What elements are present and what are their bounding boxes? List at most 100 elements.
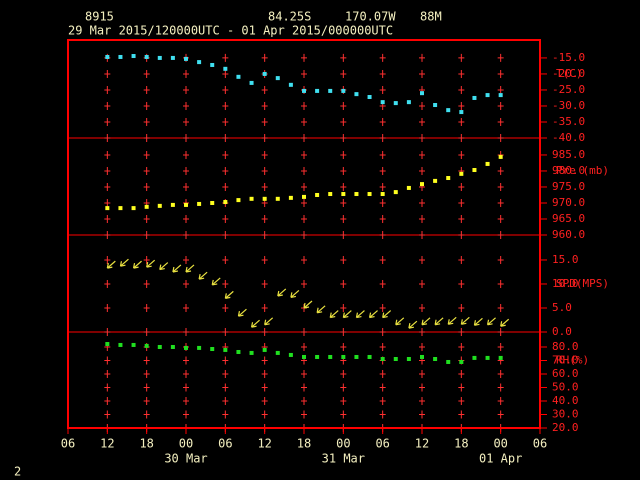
y-tick-label: 0.0 — [552, 325, 572, 338]
grid-cross — [143, 328, 150, 336]
data-point — [170, 202, 175, 207]
grid-cross — [497, 101, 504, 110]
grid-cross — [458, 150, 465, 159]
data-point — [498, 355, 503, 360]
grid-cross — [379, 198, 386, 207]
data-point — [210, 200, 215, 205]
data-point — [459, 110, 464, 115]
data-point — [131, 342, 136, 347]
grid-cross — [104, 369, 111, 378]
y-tick-label: -25.0 — [552, 83, 585, 96]
x-tick-label: 00 — [493, 437, 507, 451]
grid-cross — [497, 134, 504, 142]
data-point — [420, 354, 424, 359]
grid-cross — [419, 101, 425, 110]
data-point — [393, 101, 398, 106]
grid-cross — [104, 214, 111, 223]
wind-arrow — [460, 316, 470, 325]
grid-cross — [183, 101, 189, 110]
grid-cross — [183, 396, 189, 405]
grid-cross — [379, 231, 386, 239]
grid-cross — [222, 85, 229, 94]
grid-cross — [419, 214, 425, 223]
y-tick-label: 20.0 — [552, 421, 579, 434]
grid-cross — [379, 303, 386, 312]
x-tick-label: 00 — [179, 437, 193, 451]
y-tick-label: 15.0 — [552, 253, 579, 266]
wind-arrow — [198, 271, 208, 280]
y-tick-label: -40.0 — [552, 131, 585, 144]
grid-cross — [143, 396, 150, 405]
data-point — [354, 192, 359, 197]
grid-cross — [419, 198, 425, 207]
grid-cross — [301, 342, 307, 351]
data-point — [328, 354, 333, 359]
data-point — [341, 192, 346, 197]
data-point — [406, 185, 411, 190]
y-tick-label: 80.0 — [552, 340, 579, 353]
grid-cross — [183, 356, 189, 365]
grid-cross — [261, 117, 268, 126]
grid-cross — [340, 182, 347, 191]
x-tick-label: 06 — [533, 437, 547, 451]
grid-cross — [143, 134, 150, 142]
wind-arrow — [408, 320, 418, 329]
grid-cross — [222, 410, 229, 419]
x-tick-label: 12 — [100, 437, 114, 451]
grid-cross — [143, 69, 150, 78]
grid-cross — [183, 231, 189, 239]
grid-cross — [379, 117, 386, 126]
grid-cross — [261, 134, 268, 142]
grid-cross — [419, 117, 425, 126]
data-point — [328, 192, 333, 197]
data-point — [485, 355, 490, 360]
grid-cross — [222, 69, 229, 78]
grid-cross — [261, 328, 268, 336]
wind-arrow — [473, 317, 483, 326]
grid-cross — [340, 396, 347, 405]
data-point — [157, 344, 162, 349]
grid-cross — [497, 214, 504, 223]
x-tick-label: 18 — [454, 437, 468, 451]
grid-cross — [340, 383, 347, 392]
grid-cross — [419, 396, 425, 405]
grid-cross — [143, 214, 150, 223]
grid-cross — [143, 279, 150, 288]
x-tick-label: 00 — [336, 437, 350, 451]
data-point — [341, 88, 346, 93]
wind-arrow — [329, 310, 339, 319]
grid-cross — [183, 85, 189, 94]
data-point — [197, 345, 202, 350]
wind-arrow — [342, 310, 352, 319]
data-point — [262, 347, 267, 352]
data-point — [144, 54, 149, 59]
grid-cross — [301, 101, 307, 110]
grid-cross — [458, 231, 465, 239]
grid-cross — [419, 53, 425, 62]
y-tick-label: -30.0 — [552, 99, 585, 112]
grid-cross — [183, 182, 189, 191]
data-point — [459, 359, 464, 364]
data-point — [236, 74, 241, 79]
data-point — [433, 357, 438, 362]
grid-cross — [183, 255, 189, 264]
grid-cross — [419, 255, 425, 264]
grid-cross — [379, 328, 386, 336]
data-point — [288, 195, 293, 200]
wind-arrow — [303, 300, 313, 309]
grid-cross — [222, 101, 229, 110]
grid-cross — [419, 303, 425, 312]
y-axis-label: T(C) — [556, 67, 583, 80]
grid-cross — [301, 134, 307, 142]
data-point — [302, 354, 306, 359]
x-tick-label: 18 — [297, 437, 311, 451]
grid-cross — [497, 396, 504, 405]
grid-cross — [301, 255, 307, 264]
grid-cross — [497, 182, 504, 191]
data-point — [262, 196, 267, 201]
wind-arrow — [172, 264, 182, 273]
data-point — [420, 91, 424, 96]
wind-arrow — [119, 258, 129, 267]
grid-cross — [419, 69, 425, 78]
grid-cross — [104, 69, 111, 78]
